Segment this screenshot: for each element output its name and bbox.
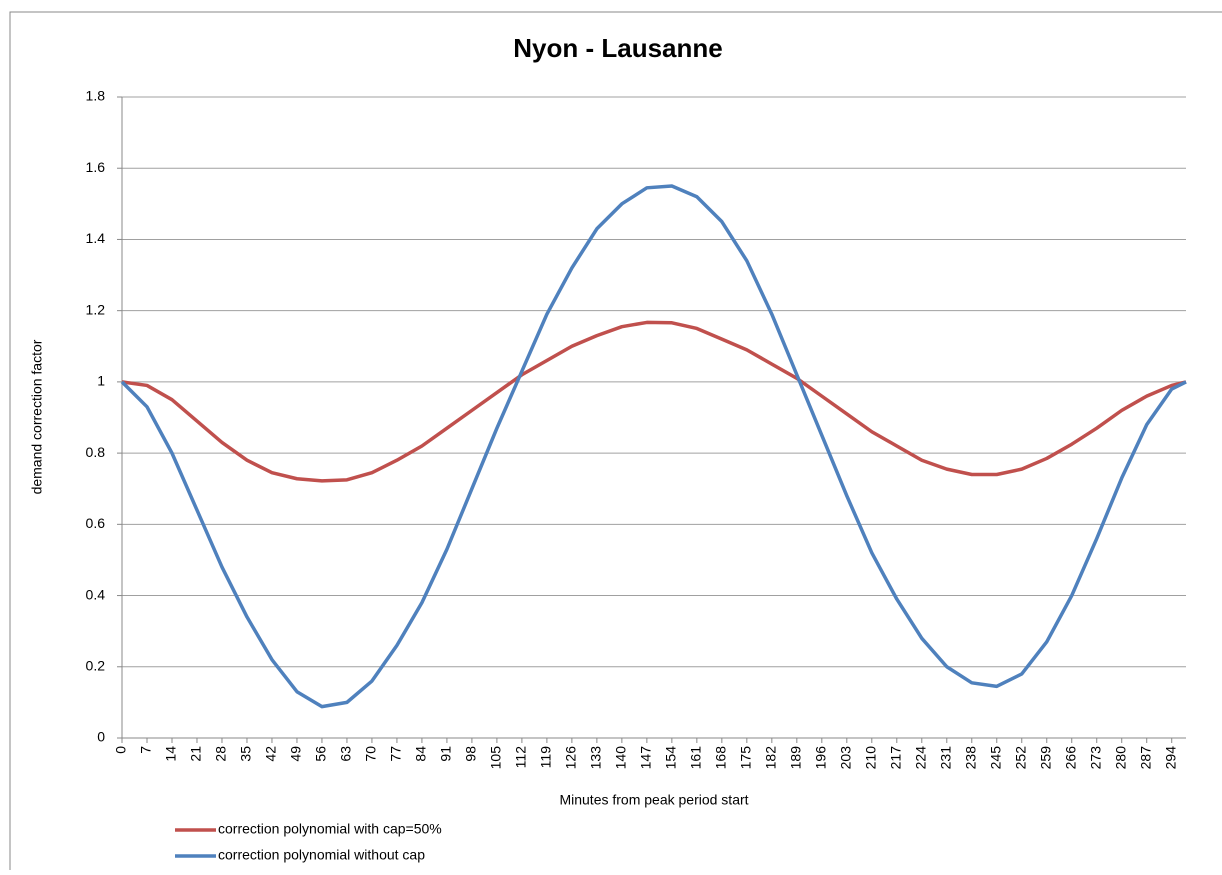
- x-tick-label: 224: [912, 746, 928, 770]
- y-tick-label: 0: [97, 729, 105, 745]
- y-axis-label: demand correction factor: [29, 339, 45, 494]
- x-axis-label: Minutes from peak period start: [559, 792, 748, 808]
- y-tick-label: 1.4: [86, 230, 106, 246]
- x-tick-label: 189: [788, 746, 804, 770]
- y-tick-label: 0.6: [86, 515, 106, 531]
- x-tick-label: 119: [538, 746, 554, 769]
- x-tick-label: 35: [238, 746, 254, 762]
- x-tick-label: 154: [663, 746, 679, 770]
- x-tick-label: 0: [113, 746, 129, 754]
- x-tick-label: 210: [863, 746, 879, 770]
- chart-title: Nyon - Lausanne: [513, 33, 722, 63]
- chart-frame: [9, 11, 1222, 875]
- x-tick-label: 49: [288, 746, 304, 762]
- x-tick-label: 98: [463, 746, 479, 762]
- x-tick-label: 182: [763, 746, 779, 770]
- x-tick-label: 28: [213, 746, 229, 762]
- y-tick-label: 0.2: [86, 657, 106, 673]
- x-tick-label: 245: [987, 746, 1003, 770]
- legend-label: correction polynomial without cap: [218, 847, 425, 863]
- y-tick-label: 1.6: [86, 159, 106, 175]
- x-tick-label: 238: [962, 746, 978, 770]
- series-line: [121, 320, 1187, 483]
- x-tick-label: 42: [263, 746, 279, 762]
- x-tick-label: 266: [1062, 746, 1078, 770]
- x-tick-label: 168: [713, 746, 729, 770]
- x-tick-label: 70: [363, 746, 379, 762]
- x-tick-label: 259: [1037, 746, 1053, 770]
- x-tick-label: 203: [838, 746, 854, 770]
- y-tick-label: 0.4: [86, 586, 106, 602]
- x-tick-label: 287: [1137, 746, 1153, 770]
- x-tick-label: 294: [1162, 746, 1178, 770]
- y-tick-label: 1.8: [86, 88, 106, 104]
- x-tick-label: 280: [1112, 746, 1128, 770]
- x-tick-label: 56: [313, 746, 329, 762]
- x-tick-label: 63: [338, 746, 354, 762]
- x-tick-label: 175: [738, 746, 754, 770]
- x-tick-label: 161: [688, 746, 704, 770]
- y-tick-label: 0.8: [86, 444, 106, 460]
- x-tick-label: 21: [188, 746, 204, 762]
- x-tick-label: 140: [613, 746, 629, 770]
- x-tick-label: 105: [488, 746, 504, 770]
- x-tick-label: 7: [138, 746, 154, 754]
- x-tick-label: 14: [163, 746, 179, 762]
- x-tick-label: 77: [388, 746, 404, 762]
- x-tick-label: 84: [413, 746, 429, 762]
- y-tick-label: 1.2: [86, 301, 106, 317]
- x-tick-label: 112: [513, 746, 529, 769]
- x-tick-label: 91: [438, 746, 454, 762]
- x-tick-label: 133: [588, 746, 604, 770]
- x-tick-label: 196: [813, 746, 829, 770]
- x-tick-label: 231: [937, 746, 953, 770]
- x-tick-label: 273: [1087, 746, 1103, 770]
- x-tick-label: 147: [638, 746, 654, 770]
- legend-label: correction polynomial with cap=50%: [218, 821, 442, 837]
- x-tick-label: 252: [1012, 746, 1028, 770]
- series-line: [120, 184, 1187, 709]
- x-tick-label: 217: [887, 746, 903, 770]
- x-tick-label: 126: [563, 746, 579, 770]
- y-tick-label: 1: [97, 373, 105, 389]
